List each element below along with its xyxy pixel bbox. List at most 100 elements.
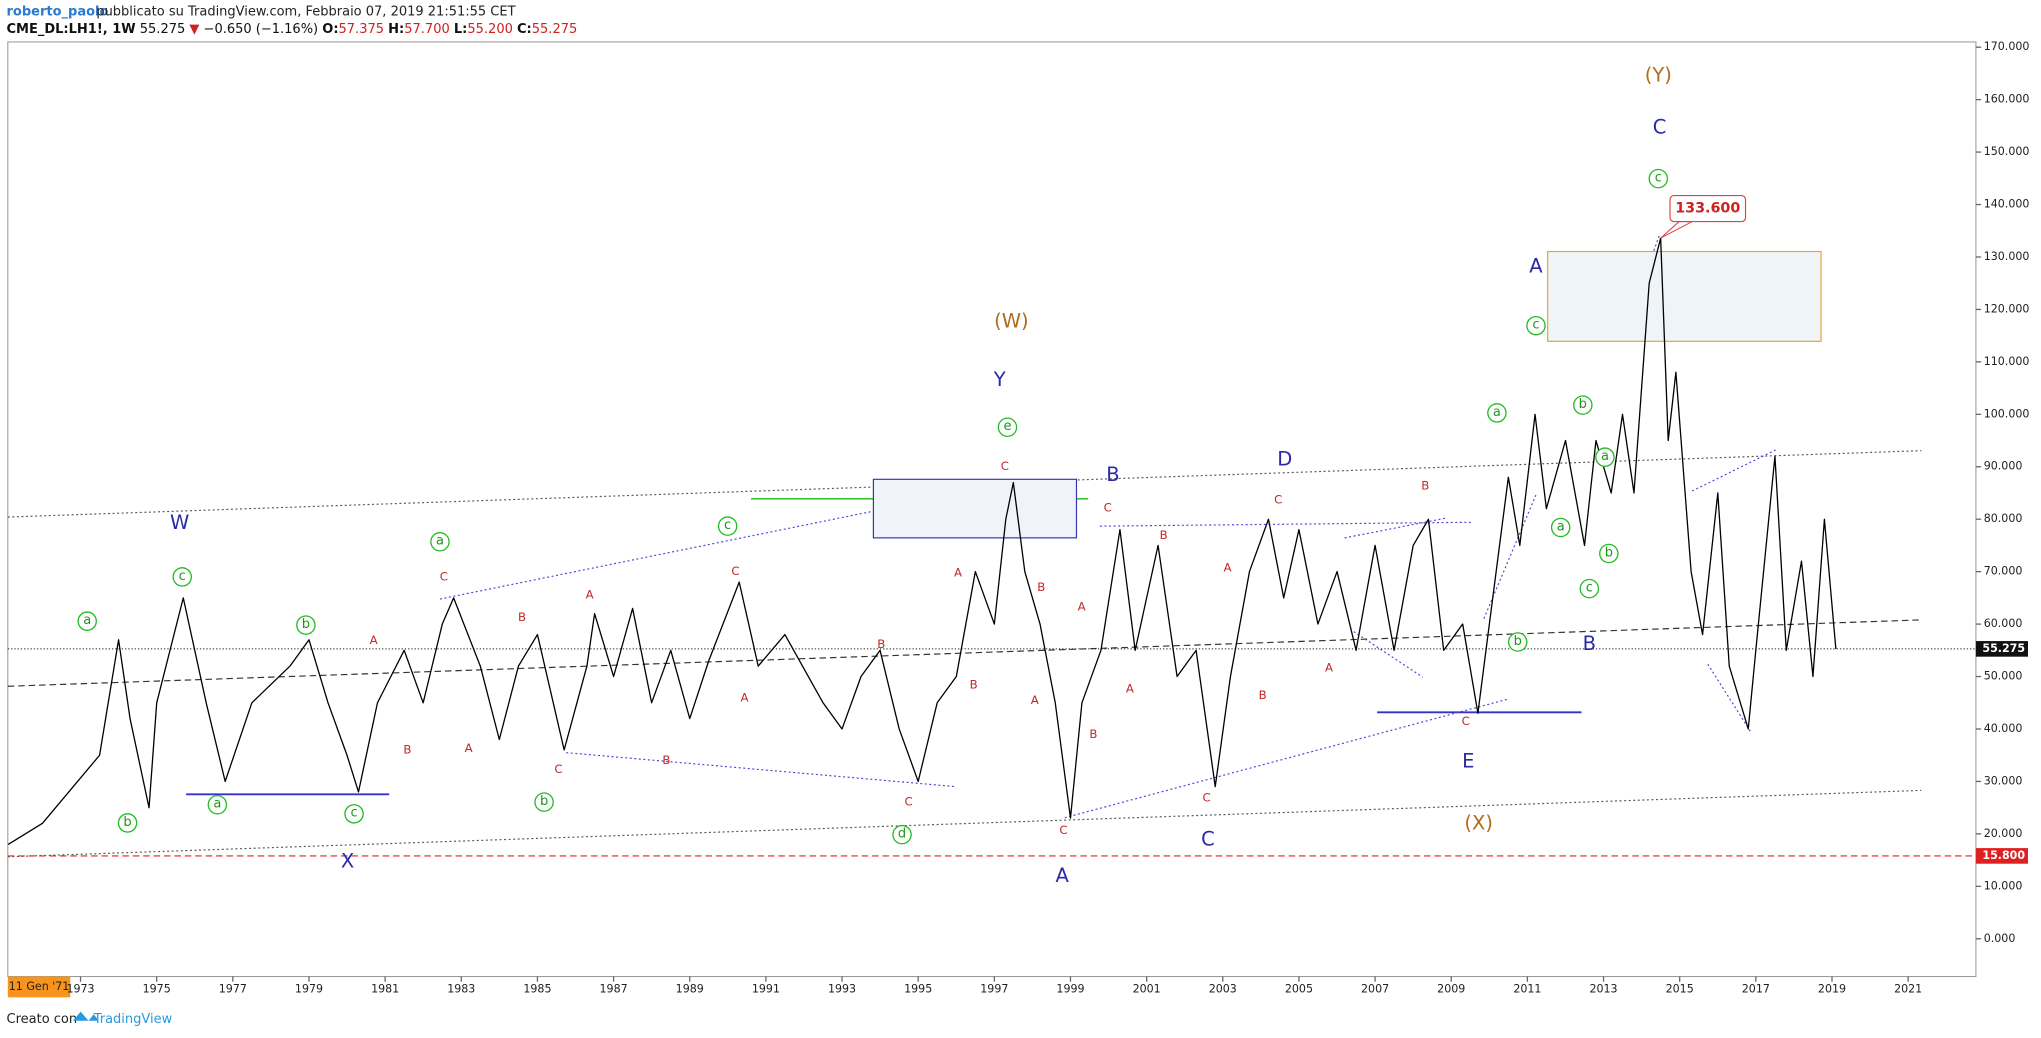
published: pubblicato su TradingView.com, Febbraio … xyxy=(96,5,515,20)
wave-circle xyxy=(77,611,97,631)
wave-label: c xyxy=(179,569,186,584)
wave-circle xyxy=(534,792,554,812)
brand[interactable]: TradingView xyxy=(93,1012,173,1027)
y-tick-label: 40.000 xyxy=(1984,722,2023,735)
date-box xyxy=(7,976,71,998)
wave-circle xyxy=(892,824,912,845)
wave-label: d xyxy=(898,827,906,842)
open-label: O: xyxy=(322,21,338,36)
wave-circle xyxy=(1599,543,1619,564)
y-tick-label: 140.000 xyxy=(1984,198,2030,211)
wave-label: a xyxy=(213,797,221,812)
wave-label: b xyxy=(540,794,548,809)
wave-label: C xyxy=(1203,791,1211,805)
wave-label: B xyxy=(1037,580,1045,594)
wave-label: A xyxy=(1031,693,1039,707)
x-tick-label: 2013 xyxy=(1589,983,1617,996)
wave-label: A xyxy=(1529,255,1543,278)
x-tick-label: 2019 xyxy=(1818,983,1846,996)
x-tick-label: 1999 xyxy=(1056,983,1084,996)
wave-circle xyxy=(1526,315,1546,336)
wave-label: a xyxy=(1493,405,1501,420)
wave-label: C xyxy=(731,564,739,578)
y-tick-label: 30.000 xyxy=(1984,774,2023,787)
x-tick-label: 1985 xyxy=(523,983,551,996)
y-tick-label: 120.000 xyxy=(1984,302,2030,315)
support-tag xyxy=(1975,848,2028,864)
wave-label: B xyxy=(1160,528,1168,542)
x-tick-label: 2015 xyxy=(1666,983,1694,996)
y-tick-label: 70.000 xyxy=(1984,565,2023,578)
made-with: Creato con xyxy=(7,1012,78,1027)
x-tick-label: 1991 xyxy=(752,983,780,996)
wave-label: C xyxy=(904,795,912,809)
x-tick-label: 1979 xyxy=(295,983,323,996)
wave-circle xyxy=(1550,517,1571,538)
wave-label: (W) xyxy=(994,309,1029,332)
start-date: 11 Gen '71 xyxy=(9,980,70,993)
wave-label: (X) xyxy=(1464,812,1493,835)
header-line: CME_DL:LH1!, 1W 55.275 ▼ −0.650 (−1.16%)… xyxy=(7,21,578,36)
y-tick-label: 60.000 xyxy=(1984,617,2023,630)
wave-label: (Y) xyxy=(1645,63,1672,86)
wave-label: c xyxy=(350,806,357,821)
wave-label: A xyxy=(1223,560,1231,574)
wave-label: e xyxy=(1003,419,1011,434)
peak-box xyxy=(1669,194,1747,223)
y-tick-label: 50.000 xyxy=(1984,670,2023,683)
y-tick-label: 80.000 xyxy=(1984,512,2023,525)
x-tick-label: 2017 xyxy=(1742,983,1770,996)
wave-label: C xyxy=(1059,823,1067,837)
wave-label: A xyxy=(1078,599,1086,613)
wave-label: B xyxy=(1089,727,1097,741)
wave-label: a xyxy=(1557,519,1565,534)
low-label: L: xyxy=(454,21,467,36)
high: 57.700 xyxy=(404,21,450,36)
peak-pointer xyxy=(1660,221,1693,239)
wave-label: A xyxy=(741,690,749,704)
x-tick-label: 2021 xyxy=(1894,983,1922,996)
y-tick-label: 150.000 xyxy=(1984,145,2030,158)
channel-bottom xyxy=(7,789,1922,858)
y-tick-label: 90.000 xyxy=(1984,460,2023,473)
x-tick-label: 1997 xyxy=(980,983,1008,996)
close-label: C: xyxy=(517,21,532,36)
wave-circle xyxy=(1579,578,1600,599)
wave-circle xyxy=(207,794,228,815)
x-tick-label: 2011 xyxy=(1513,983,1541,996)
x-tick-label: 2003 xyxy=(1209,983,1237,996)
x-tick-label: 1981 xyxy=(371,983,399,996)
wave-label: A xyxy=(465,741,473,755)
last: 55.275 xyxy=(140,21,186,36)
y-tick-label: 130.000 xyxy=(1984,250,2030,263)
arrow: ▼ xyxy=(189,21,199,36)
wave-label: C xyxy=(1104,500,1112,514)
y-tick-label: 0.000 xyxy=(1984,932,2016,945)
wave-circle xyxy=(1648,168,1669,189)
trend-line xyxy=(7,619,1922,687)
wave-label: Y xyxy=(993,368,1006,391)
wave-circle xyxy=(717,516,738,536)
wave-label: C xyxy=(1653,115,1667,138)
wave-label: A xyxy=(1055,864,1069,887)
wave-label: B xyxy=(1421,478,1429,492)
change: −0.650 (−1.16%) xyxy=(204,21,319,36)
author[interactable]: roberto_paolo xyxy=(7,5,109,20)
support-label: 15.800 xyxy=(1982,849,2025,862)
x-tick-label: 1989 xyxy=(676,983,704,996)
wave-label: c xyxy=(1586,580,1593,595)
x-tick-label: 1975 xyxy=(143,983,171,996)
x-tick-label: 1993 xyxy=(828,983,856,996)
wave-label: B xyxy=(1259,688,1267,702)
wave-label: C xyxy=(1274,493,1282,507)
x-tick-label: 1995 xyxy=(904,983,932,996)
wave-label: a xyxy=(1601,449,1609,464)
x-tick-label: 1983 xyxy=(447,983,475,996)
x-tick-label: 2009 xyxy=(1437,983,1465,996)
wave-circle xyxy=(1595,447,1615,467)
wave-circle xyxy=(1487,403,1507,423)
wave-label: A xyxy=(1126,681,1134,695)
wave-circle xyxy=(117,813,138,833)
y-tick-label: 110.000 xyxy=(1984,355,2030,368)
